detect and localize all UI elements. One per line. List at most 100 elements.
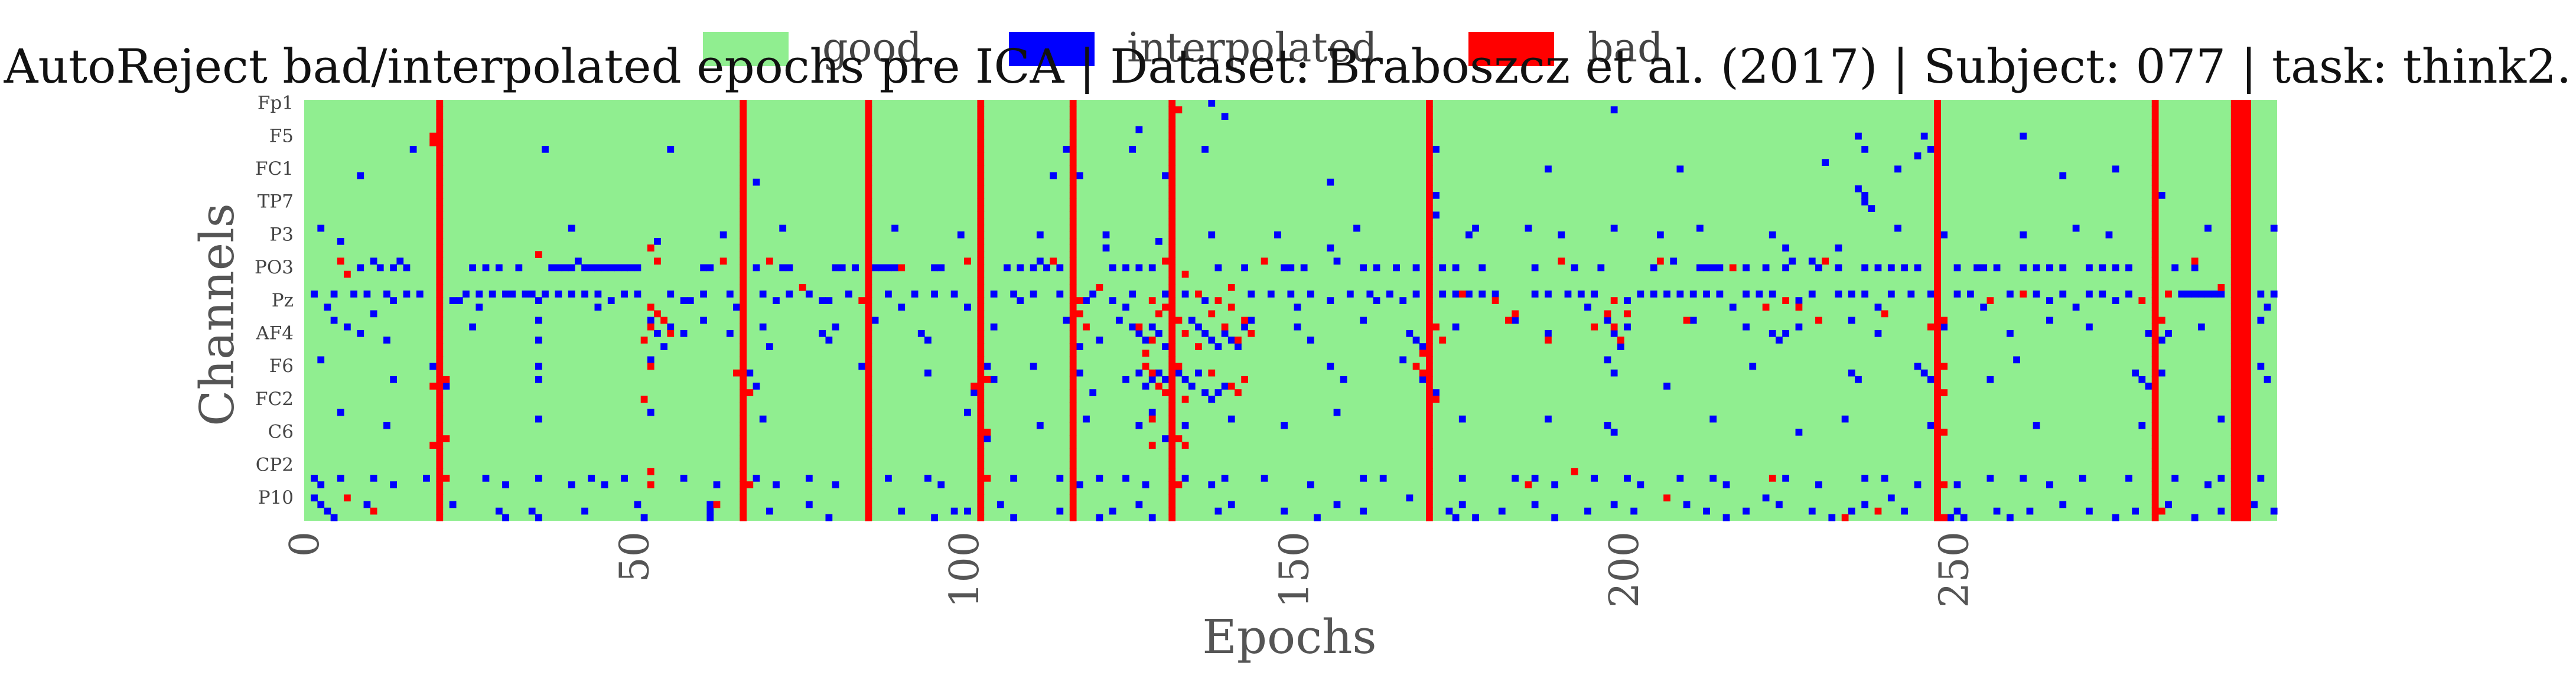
heatmap-cell-bad xyxy=(977,159,985,167)
heatmap-cell-interpolated xyxy=(1458,475,1466,482)
heatmap-cell-interpolated xyxy=(706,507,714,515)
heatmap-cell-bad xyxy=(1815,316,1822,324)
heatmap-cell-bad xyxy=(1241,316,1248,324)
heatmap-cell-interpolated xyxy=(1360,264,1367,272)
heatmap-cell-interpolated xyxy=(931,264,938,272)
heatmap-cell-bad xyxy=(647,468,654,475)
heatmap-cell-bad xyxy=(1610,323,1618,331)
heatmap-cell-interpolated xyxy=(990,376,998,383)
heatmap-cell-bad xyxy=(740,429,747,436)
heatmap-cell-bad xyxy=(977,316,985,324)
heatmap-cell-interpolated xyxy=(786,264,793,272)
heatmap-cell-bad xyxy=(2244,291,2251,298)
heatmap-cell-interpolated xyxy=(2072,304,2080,311)
heatmap-cell-interpolated xyxy=(1861,191,1869,199)
heatmap-cell-bad xyxy=(740,304,747,311)
heatmap-cell-interpolated xyxy=(601,264,608,272)
heatmap-cell-interpolated xyxy=(2046,481,2053,488)
heatmap-cell-interpolated xyxy=(1855,185,1862,192)
heatmap-cell-bad xyxy=(865,429,872,436)
heatmap-cell-interpolated xyxy=(476,291,483,298)
heatmap-cell-bad xyxy=(1168,270,1176,278)
heatmap-cell-interpolated xyxy=(1689,316,1697,324)
heatmap-cell-bad xyxy=(977,343,985,350)
heatmap-cell-interpolated xyxy=(2125,475,2132,482)
heatmap-cell-bad xyxy=(1069,468,1077,475)
heatmap-cell-interpolated xyxy=(1531,475,1539,482)
heatmap-cell-interpolated xyxy=(1709,415,1717,423)
heatmap-cell-bad xyxy=(2244,363,2251,370)
heatmap-cell-bad xyxy=(2151,429,2159,436)
heatmap-cell-interpolated xyxy=(390,481,397,488)
heatmap-cell-bad xyxy=(436,501,444,508)
heatmap-cell-interpolated xyxy=(2217,507,2225,515)
heatmap-cell-interpolated xyxy=(878,264,885,272)
heatmap-cell-interpolated xyxy=(1208,100,1216,107)
heatmap-cell-bad xyxy=(977,468,985,475)
heatmap-background-good xyxy=(304,100,2277,521)
heatmap-cell-interpolated xyxy=(2125,264,2132,272)
heatmap-cell-interpolated xyxy=(1109,264,1116,272)
heatmap-cell-bad xyxy=(660,316,667,324)
heatmap-cell-interpolated xyxy=(1722,514,1730,521)
heatmap-cell-interpolated xyxy=(1445,507,1453,515)
heatmap-cell-bad xyxy=(1168,113,1176,120)
heatmap-cell-interpolated xyxy=(489,291,496,298)
heatmap-cell-bad xyxy=(2151,211,2159,219)
heatmap-cell-bad xyxy=(1168,429,1176,436)
heatmap-cell-bad xyxy=(1512,310,1519,318)
heatmap-cell-bad xyxy=(1934,270,1941,278)
heatmap-cell-bad xyxy=(2230,422,2238,429)
heatmap-cell-interpolated xyxy=(924,369,932,377)
heatmap-cell-bad xyxy=(977,224,985,232)
heatmap-cell-bad xyxy=(2237,455,2245,462)
heatmap-cell-bad xyxy=(1155,310,1162,318)
heatmap-cell-bad xyxy=(2237,126,2245,133)
heatmap-cell-bad xyxy=(436,224,444,232)
heatmap-cell-interpolated xyxy=(1155,237,1162,245)
heatmap-cell-bad xyxy=(719,257,727,265)
heatmap-cell-interpolated xyxy=(1782,329,1789,337)
heatmap-cell-bad xyxy=(1168,455,1176,462)
heatmap-cell-interpolated xyxy=(1716,264,1724,272)
heatmap-cell-bad xyxy=(740,389,747,396)
heatmap-cell-bad xyxy=(1986,297,1994,304)
heatmap-cell-interpolated xyxy=(654,329,661,337)
heatmap-cell-interpolated xyxy=(1109,297,1116,304)
heatmap-cell-bad xyxy=(740,165,747,173)
heatmap-cell-interpolated xyxy=(1545,165,1552,173)
heatmap-cell-interpolated xyxy=(1399,297,1407,304)
heatmap-cell-bad xyxy=(1934,350,1941,357)
heatmap-cell-interpolated xyxy=(2079,475,2086,482)
heatmap-cell-bad xyxy=(1227,304,1235,311)
heatmap-cell-bad xyxy=(2230,139,2238,146)
heatmap-cell-bad xyxy=(2237,100,2245,107)
heatmap-cell-interpolated xyxy=(805,475,813,482)
heatmap-cell-interpolated xyxy=(495,507,503,515)
heatmap-cell-interpolated xyxy=(2251,501,2258,508)
heatmap-cell-bad xyxy=(2237,297,2245,304)
heatmap-cell-interpolated xyxy=(2158,369,2165,377)
heatmap-cell-bad xyxy=(1426,316,1433,324)
heatmap-cell-interpolated xyxy=(330,514,338,521)
heatmap-cell-bad xyxy=(740,211,747,219)
heatmap-cell-interpolated xyxy=(753,383,760,390)
heatmap-cell-interpolated xyxy=(1175,369,1183,377)
heatmap-cell-interpolated xyxy=(1676,165,1684,173)
heatmap-cell-interpolated xyxy=(1208,231,1216,239)
heatmap-cell-interpolated xyxy=(1637,481,1644,488)
heatmap-cell-bad xyxy=(1426,507,1433,515)
heatmap-cell-bad xyxy=(2237,356,2245,364)
heatmap-cell-interpolated xyxy=(917,329,925,337)
heatmap-cell-interpolated xyxy=(1360,475,1367,482)
heatmap-cell-bad xyxy=(1069,231,1077,239)
heatmap-cell-bad xyxy=(1069,514,1077,521)
heatmap-cell-bad xyxy=(2244,422,2251,429)
heatmap-cell-bad xyxy=(1769,475,1776,482)
heatmap-cell-bad xyxy=(2237,429,2245,436)
heatmap-cell-bad xyxy=(429,139,437,146)
heatmap-cell-bad xyxy=(2230,126,2238,133)
heatmap-cell-interpolated xyxy=(535,316,542,324)
heatmap-cell-bad xyxy=(865,455,872,462)
